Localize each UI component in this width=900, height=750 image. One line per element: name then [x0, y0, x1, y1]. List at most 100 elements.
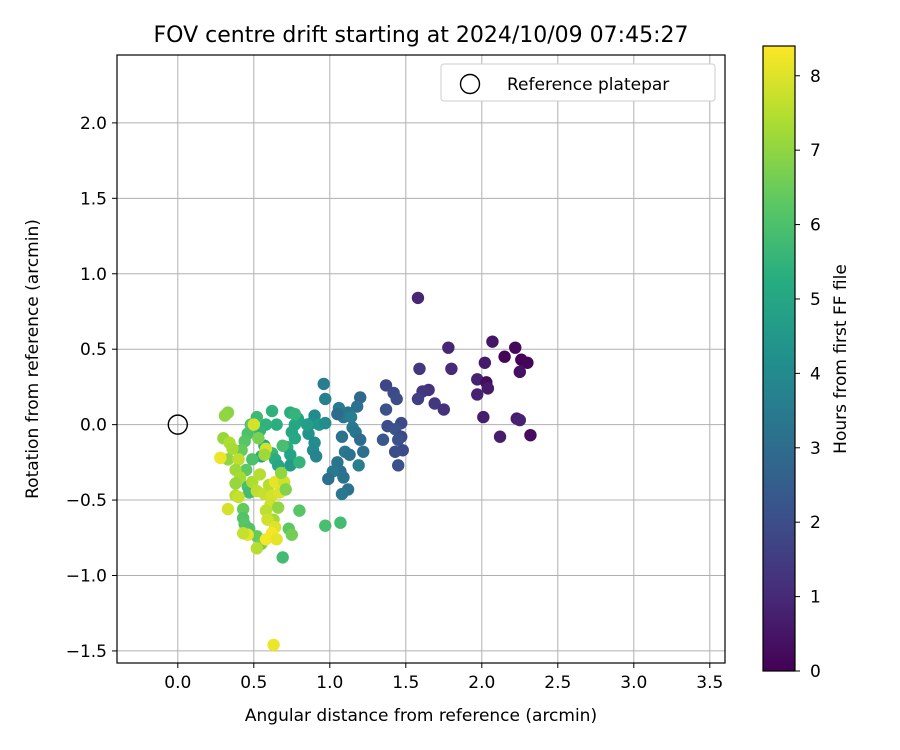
- data-point: [388, 445, 402, 458]
- data-point: [498, 350, 511, 363]
- data-point: [232, 453, 245, 466]
- colorbar-tick-label: 2: [810, 513, 821, 533]
- data-point: [293, 456, 306, 469]
- y-tick-label: 1.0: [80, 265, 107, 285]
- x-tick-label: 1.5: [392, 673, 419, 693]
- data-point: [246, 453, 259, 466]
- data-point: [309, 450, 323, 463]
- data-point: [344, 410, 358, 424]
- data-point: [376, 433, 390, 446]
- data-point: [279, 483, 292, 496]
- colorbar-gradient: [762, 45, 796, 672]
- data-point: [232, 490, 245, 504]
- legend-marker-icon: [459, 73, 481, 95]
- data-point: [252, 432, 265, 445]
- data-point: [335, 430, 349, 443]
- data-point: [293, 504, 306, 517]
- y-tick-label: 0.5: [80, 340, 107, 360]
- data-point: [247, 418, 260, 431]
- y-tick-label: −1.0: [66, 566, 107, 586]
- chart-title: FOV centre drift starting at 2024/10/09 …: [154, 23, 689, 48]
- data-point: [270, 418, 283, 431]
- data-point: [236, 527, 250, 540]
- data-point: [331, 407, 344, 421]
- reference-marker: [167, 414, 189, 435]
- data-point: [513, 413, 526, 427]
- reference-platepar-marker: [167, 414, 189, 435]
- data-point: [250, 542, 264, 555]
- x-axis-label: Angular distance from reference (arcmin): [245, 706, 597, 726]
- y-tick-label: 1.5: [80, 189, 107, 209]
- data-point: [319, 519, 332, 532]
- colorbar-tick-label: 8: [810, 67, 821, 87]
- plot-area: 0.0 0.5 1.0 1.5 2.0 2.5 3.0 3.5 −1.5 −1.0 −0.5 0.0…: [66, 54, 726, 693]
- x-tick-label: 3.0: [620, 673, 647, 693]
- data-point: [284, 448, 297, 462]
- data-point: [229, 477, 242, 490]
- data-point: [319, 416, 332, 430]
- grid: [117, 55, 725, 663]
- data-point: [379, 379, 393, 392]
- x-tick-label: 0.0: [164, 673, 191, 693]
- data-point: [317, 377, 330, 391]
- data-points: [214, 291, 537, 652]
- data-point: [267, 638, 280, 652]
- x-tick-label: 2.0: [468, 673, 495, 693]
- legend-box: [440, 63, 716, 102]
- data-point: [288, 407, 302, 421]
- colorbar-tick-label: 0: [810, 662, 821, 682]
- data-point: [258, 448, 271, 462]
- data-point: [319, 392, 332, 406]
- x-tick-label: 2.5: [544, 673, 571, 693]
- y-tick-label: −1.5: [66, 642, 107, 662]
- data-point: [214, 451, 227, 465]
- x-tick-label: 0.5: [240, 673, 267, 693]
- colorbar-label: Hours from first FF file: [831, 264, 851, 454]
- y-axis-ticks: −1.5 −1.0 −0.5 0.0 0.5 1.0 1.5 2.0: [66, 114, 117, 662]
- data-point: [265, 404, 279, 418]
- data-point: [354, 433, 367, 446]
- colorbar-ticks: 0 1 2 3 4 5 6 7 8: [795, 67, 821, 682]
- data-point: [411, 291, 425, 305]
- y-axis-label: Rotation from reference (arcmin): [23, 219, 43, 499]
- data-point: [259, 533, 273, 546]
- data-point: [513, 365, 526, 379]
- data-point: [437, 403, 450, 416]
- data-point: [392, 459, 405, 472]
- data-point: [270, 533, 283, 546]
- data-point: [486, 335, 499, 348]
- data-point: [428, 397, 441, 410]
- legend: Reference platepar: [440, 63, 716, 102]
- data-point: [390, 392, 403, 406]
- data-point: [218, 409, 232, 422]
- data-point: [274, 466, 288, 480]
- data-point: [226, 442, 239, 455]
- data-point: [352, 459, 365, 472]
- y-tick-label: 0.0: [80, 416, 107, 436]
- y-tick-label: 2.0: [80, 114, 107, 134]
- data-point: [276, 551, 289, 564]
- data-point: [261, 513, 274, 526]
- data-point: [300, 418, 314, 431]
- colorbar-tick-label: 7: [810, 141, 821, 161]
- data-point: [493, 430, 507, 443]
- data-point: [521, 356, 534, 369]
- data-point: [288, 432, 302, 445]
- x-tick-label: 3.5: [696, 673, 723, 693]
- data-point: [221, 502, 235, 516]
- data-point: [350, 400, 364, 413]
- data-point: [337, 471, 350, 484]
- x-axis-ticks: 0.0 0.5 1.0 1.5 2.0 2.5 3.0 3.5: [164, 663, 723, 693]
- data-point: [268, 475, 282, 489]
- data-point: [392, 433, 405, 446]
- colorbar-tick-label: 6: [810, 216, 821, 236]
- colorbar: 0 1 2 3 4 5 6 7 8 Hours from first FF file: [762, 45, 851, 682]
- data-point: [335, 487, 349, 501]
- colorbar-tick-label: 5: [810, 290, 821, 310]
- data-point: [445, 362, 458, 376]
- data-point: [276, 439, 289, 452]
- x-tick-label: 1.0: [316, 673, 343, 693]
- data-point: [236, 502, 250, 516]
- data-point: [322, 472, 335, 486]
